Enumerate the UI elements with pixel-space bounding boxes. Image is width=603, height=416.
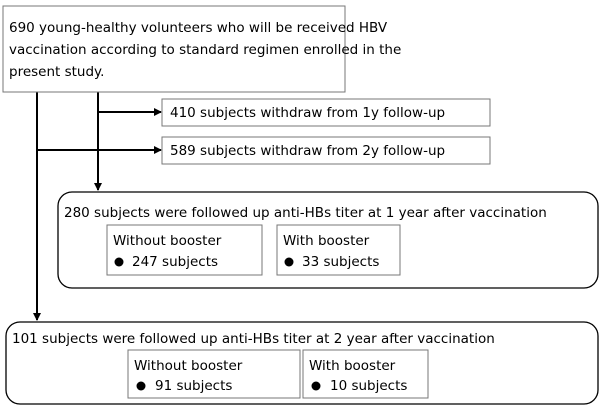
withdrawal-text: 410 subjects withdraw from 1y follow-up (170, 105, 445, 121)
group-count: 33 subjects (302, 254, 379, 270)
bullet (284, 257, 294, 267)
bullet (114, 257, 124, 267)
group-count: 10 subjects (330, 378, 407, 394)
group-box (106, 224, 263, 276)
group-label: With booster (309, 358, 396, 374)
withdrawal-text: 589 subjects withdraw from 2y follow-up (170, 143, 445, 159)
followup-title: 280 subjects were followed up anti-HBs t… (64, 205, 547, 221)
withdrawal-box (161, 136, 491, 165)
withdrawal-box (161, 98, 491, 127)
group-label: Without booster (134, 358, 243, 374)
enrollment-line: vaccination according to standard regime… (9, 42, 401, 58)
enrollment-box (2, 5, 346, 93)
bullet (136, 381, 146, 391)
group-box (302, 349, 429, 399)
followup-title: 101 subjects were followed up anti-HBs t… (12, 331, 495, 347)
enrollment-line: 690 young-healthy volunteers who will be… (9, 20, 388, 36)
group-label: Without booster (113, 233, 222, 249)
enrollment-line: present study. (9, 64, 104, 80)
group-count: 247 subjects (132, 254, 218, 270)
group-box (127, 349, 301, 399)
bullet (311, 381, 321, 391)
group-count: 91 subjects (155, 378, 232, 394)
group-label: With booster (283, 233, 370, 249)
group-box (276, 224, 401, 276)
